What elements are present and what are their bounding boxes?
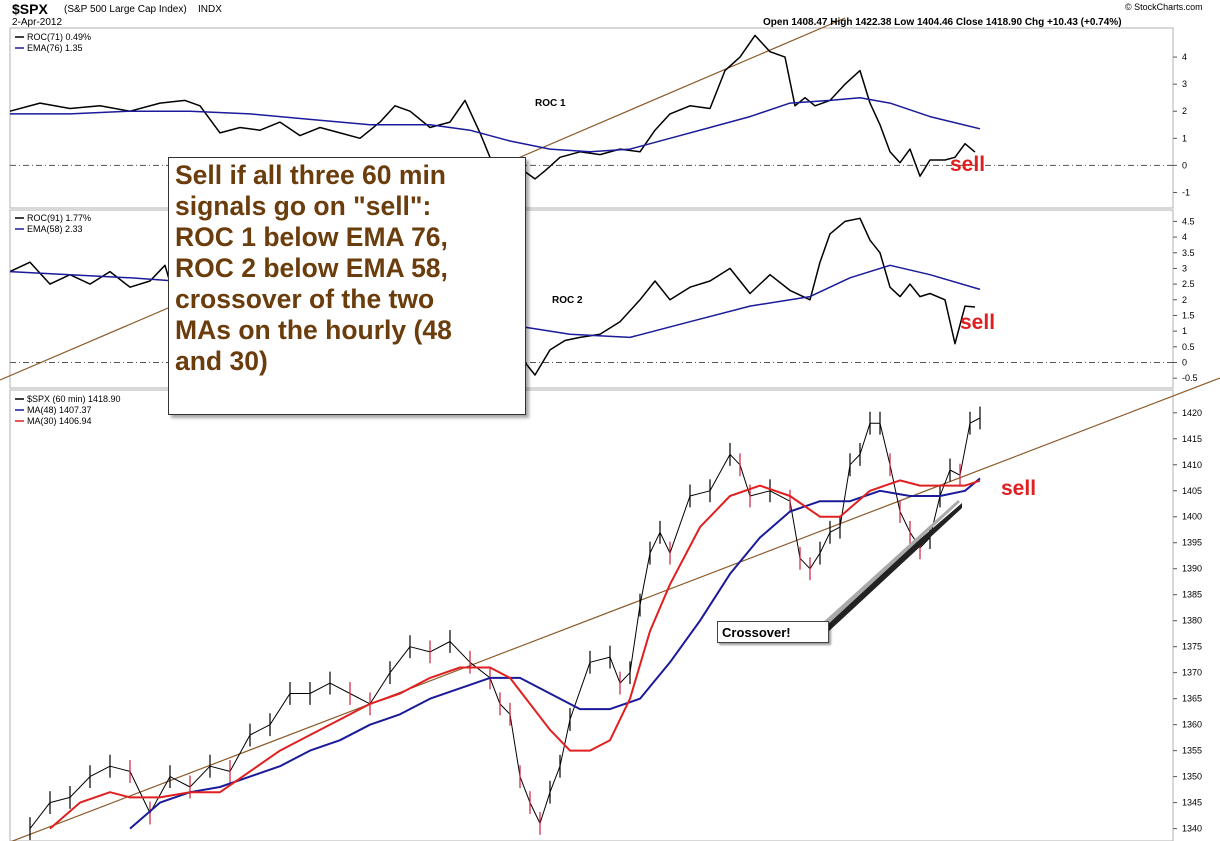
ytick-label: 1400 — [1182, 512, 1202, 522]
price-trendline — [10, 377, 1220, 841]
ytick-label: 4 — [1182, 52, 1187, 62]
series-layer — [9, 34, 981, 841]
ytick-label: 1355 — [1182, 746, 1202, 756]
price-legend-ma48: MA(48) 1407.37 — [27, 405, 92, 415]
series-line-ma-48- — [129, 477, 981, 830]
roc1-panel-frame — [9, 27, 1174, 209]
ytick-label: 4.5 — [1182, 216, 1195, 226]
ytick-label: 1.5 — [1182, 310, 1195, 320]
series-line-roc-91- — [9, 217, 976, 376]
ytick-label: 2 — [1182, 295, 1187, 305]
ytick-label: 3 — [1182, 263, 1187, 273]
roc2-panel-frame — [9, 209, 1174, 389]
roc1-legend-roc: ROC(71) 0.49% — [27, 32, 91, 42]
roc2-legend: ROC(91) 1.77% EMA(58) 2.33 — [15, 213, 91, 234]
ytick-label: 1385 — [1182, 590, 1202, 600]
series-line--spx-60-min- — [29, 417, 981, 829]
crossover-arrow-highlight — [820, 500, 960, 628]
ytick-label: 1360 — [1182, 720, 1202, 730]
sell-label-roc2: sell — [960, 311, 996, 334]
price-legend-ma30: MA(30) 1406.94 — [27, 416, 92, 426]
ytick-label: 1370 — [1182, 668, 1202, 678]
ytick-label: 0.5 — [1182, 342, 1195, 352]
ytick-label: -1 — [1182, 187, 1190, 197]
ytick-label: 1415 — [1182, 434, 1202, 444]
ytick-label: -0.5 — [1182, 373, 1198, 383]
symbol-label: $SPX — [12, 1, 48, 17]
roc2-panel-label: ROC 2 — [552, 295, 583, 306]
ytick-label: 0 — [1182, 357, 1187, 367]
roc1-legend-ema: EMA(76) 1.35 — [27, 43, 83, 53]
price-legend-spx: $SPX (60 min) 1418.90 — [27, 394, 121, 404]
crossover-callout: Crossover! — [717, 621, 829, 643]
roc1-legend: ROC(71) 0.49% EMA(76) 1.35 — [15, 32, 91, 53]
series-line-ema-58- — [9, 264, 981, 339]
roc2-legend-roc: ROC(91) 1.77% — [27, 213, 91, 223]
grid-lines — [10, 164, 1173, 363]
ytick-label: 1380 — [1182, 616, 1202, 626]
ytick-label: 0 — [1182, 160, 1187, 170]
annotation-text: Sell if all three 60 min signals go on "… — [175, 160, 452, 376]
series-line-roc-71- — [9, 34, 976, 180]
exchange-label: INDX — [198, 4, 222, 15]
ytick-label: 2 — [1182, 106, 1187, 116]
ytick-label: 2.5 — [1182, 279, 1195, 289]
ytick-label: 1395 — [1182, 538, 1202, 548]
ytick-label: 3 — [1182, 79, 1187, 89]
roc1-panel-label: ROC 1 — [535, 98, 566, 109]
ytick-label: 1375 — [1182, 642, 1202, 652]
ytick-label: 4 — [1182, 232, 1187, 242]
ohlc-readout: Open 1408.47 High 1422.38 Low 1404.46 Cl… — [763, 17, 1122, 28]
roc2-legend-ema: EMA(58) 2.33 — [27, 224, 83, 234]
ytick-label: 1345 — [1182, 798, 1202, 808]
ytick-label: 1350 — [1182, 772, 1202, 782]
date-label: 2-Apr-2012 — [12, 17, 62, 28]
sell-label-roc1: sell — [950, 153, 986, 176]
ytick-label: 1340 — [1182, 824, 1202, 834]
ytick-label: 3.5 — [1182, 248, 1195, 258]
ytick-label: 1 — [1182, 133, 1187, 143]
annotation-box: Sell if all three 60 min signals go on "… — [168, 157, 526, 415]
ytick-label: 1420 — [1182, 408, 1202, 418]
index-name: (S&P 500 Large Cap Index) — [64, 4, 187, 15]
series-line-ma-30- — [49, 479, 981, 830]
series-line-ema-76- — [10, 96, 981, 153]
ytick-label: 1365 — [1182, 694, 1202, 704]
axis-ticks: 4 3 2 1 0 -1 4.5 4 3.5 3 2.5 2 1.5 1 0.5 0 -0.5 1420 1415 1… — [1173, 52, 1202, 834]
price-legend: $SPX (60 min) 1418.90 MA(48) 1407.37 MA(… — [15, 394, 121, 426]
crossover-arrow — [820, 503, 962, 632]
sell-label-price: sell — [1001, 477, 1037, 500]
ytick-label: 1410 — [1182, 460, 1202, 470]
brand-label: © StockCharts.com — [1125, 2, 1203, 12]
ytick-label: 1390 — [1182, 564, 1202, 574]
ytick-label: 1405 — [1182, 486, 1202, 496]
ytick-label: 1 — [1182, 326, 1187, 336]
price-panel-frame — [9, 389, 1174, 841]
